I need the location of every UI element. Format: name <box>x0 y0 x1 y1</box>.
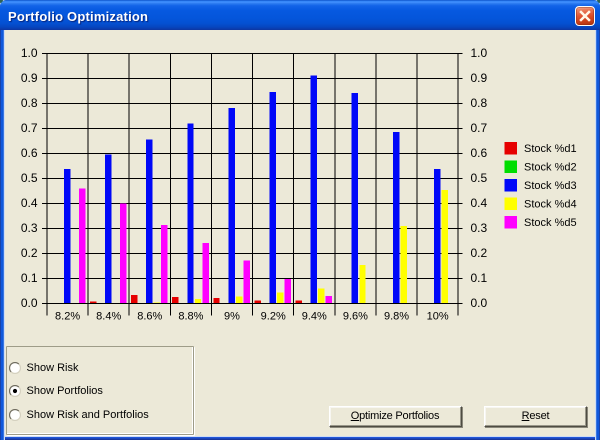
svg-text:Stock %d2: Stock %d2 <box>524 161 577 173</box>
svg-text:8.2%: 8.2% <box>55 310 80 322</box>
svg-text:0.7: 0.7 <box>471 121 488 135</box>
svg-text:9.4%: 9.4% <box>302 310 327 322</box>
svg-text:0.9: 0.9 <box>471 71 488 85</box>
svg-text:0.2: 0.2 <box>471 246 488 260</box>
svg-text:0.5: 0.5 <box>21 171 38 185</box>
svg-text:0.3: 0.3 <box>21 221 38 235</box>
svg-text:9%: 9% <box>224 310 240 322</box>
svg-text:0.7: 0.7 <box>21 121 38 135</box>
svg-text:9.2%: 9.2% <box>261 310 286 322</box>
svg-text:0.6: 0.6 <box>21 146 38 160</box>
svg-text:0.1: 0.1 <box>471 271 488 285</box>
svg-text:1.0: 1.0 <box>471 46 488 60</box>
svg-text:0.0: 0.0 <box>471 296 488 310</box>
svg-text:0.2: 0.2 <box>21 246 38 260</box>
svg-text:0.6: 0.6 <box>471 146 488 160</box>
svg-text:Stock %d5: Stock %d5 <box>524 217 577 229</box>
svg-text:0.3: 0.3 <box>471 221 488 235</box>
svg-text:1.0: 1.0 <box>21 46 38 60</box>
svg-text:0.1: 0.1 <box>21 271 38 285</box>
svg-text:9.6%: 9.6% <box>343 310 368 322</box>
svg-text:9.8%: 9.8% <box>384 310 409 322</box>
svg-text:0.9: 0.9 <box>21 71 38 85</box>
svg-text:10%: 10% <box>427 310 449 322</box>
svg-text:8.8%: 8.8% <box>178 310 203 322</box>
svg-text:0.4: 0.4 <box>471 196 488 210</box>
svg-text:0.8: 0.8 <box>21 96 38 110</box>
svg-text:0.5: 0.5 <box>471 171 488 185</box>
svg-text:Stock %d1: Stock %d1 <box>524 143 577 155</box>
svg-text:Stock %d4: Stock %d4 <box>524 198 577 210</box>
svg-text:0.4: 0.4 <box>21 196 38 210</box>
svg-text:0.8: 0.8 <box>471 96 488 110</box>
svg-text:0.0: 0.0 <box>21 296 38 310</box>
svg-text:8.4%: 8.4% <box>96 310 121 322</box>
svg-text:8.6%: 8.6% <box>137 310 162 322</box>
svg-text:Stock %d3: Stock %d3 <box>524 180 577 192</box>
